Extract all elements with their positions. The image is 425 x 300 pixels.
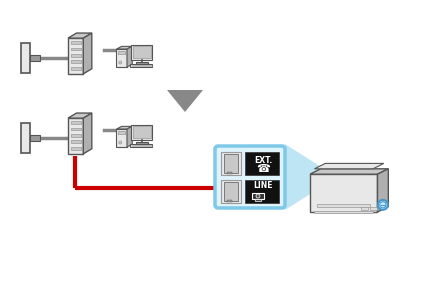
Bar <box>71 67 81 70</box>
Bar <box>71 134 81 137</box>
Bar <box>252 193 264 199</box>
Circle shape <box>119 141 122 144</box>
Bar <box>71 60 81 63</box>
Polygon shape <box>127 46 132 67</box>
Polygon shape <box>83 33 92 74</box>
Bar <box>221 180 241 203</box>
Bar <box>118 131 125 134</box>
Bar <box>71 121 81 124</box>
Bar <box>361 207 368 210</box>
Bar <box>221 152 241 175</box>
Bar <box>116 129 127 147</box>
Bar <box>130 144 153 147</box>
Bar <box>131 44 153 59</box>
Bar <box>224 182 238 201</box>
Polygon shape <box>83 113 92 154</box>
Bar <box>68 38 83 74</box>
Bar <box>255 199 261 201</box>
Bar <box>317 204 370 207</box>
Text: LINE: LINE <box>253 181 273 190</box>
FancyBboxPatch shape <box>215 146 285 208</box>
Polygon shape <box>68 33 92 38</box>
Polygon shape <box>377 169 388 212</box>
Bar <box>310 174 377 212</box>
Bar <box>118 51 125 53</box>
Polygon shape <box>127 126 132 147</box>
Bar <box>314 211 373 213</box>
Bar <box>136 62 148 64</box>
Polygon shape <box>285 144 337 210</box>
Bar <box>71 47 81 50</box>
Bar <box>131 124 153 140</box>
Bar <box>71 140 81 143</box>
Circle shape <box>119 61 122 64</box>
Bar <box>224 154 238 173</box>
Circle shape <box>256 194 260 198</box>
Circle shape <box>378 200 388 210</box>
Bar <box>30 136 40 140</box>
Polygon shape <box>314 164 384 169</box>
Polygon shape <box>21 123 30 153</box>
Text: EXT.: EXT. <box>254 156 272 165</box>
Bar <box>30 56 40 61</box>
Bar <box>71 41 81 44</box>
Bar <box>130 64 153 67</box>
Circle shape <box>380 202 386 208</box>
Bar <box>227 172 232 174</box>
Polygon shape <box>167 90 203 112</box>
Bar <box>370 207 377 210</box>
Bar <box>133 46 151 58</box>
Bar <box>245 152 279 175</box>
Bar <box>71 54 81 57</box>
Polygon shape <box>21 43 30 73</box>
Polygon shape <box>116 126 132 129</box>
Text: ☎: ☎ <box>256 164 270 174</box>
Bar <box>71 128 81 130</box>
Polygon shape <box>68 113 92 118</box>
Polygon shape <box>310 169 388 174</box>
Bar <box>71 147 81 150</box>
Bar <box>116 49 127 67</box>
Bar <box>68 118 83 154</box>
Polygon shape <box>116 46 132 49</box>
Bar <box>227 200 232 202</box>
Bar <box>133 126 151 138</box>
Bar <box>245 180 279 203</box>
Bar <box>136 142 148 144</box>
